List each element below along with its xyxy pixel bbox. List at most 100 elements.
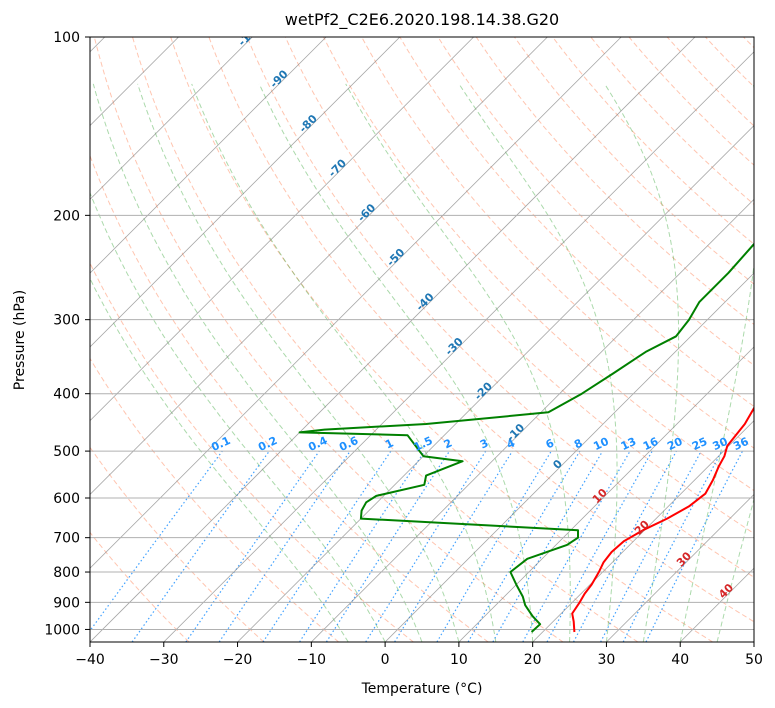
isotherm-label: 10 xyxy=(590,486,610,506)
isotherm-label: -60 xyxy=(355,201,378,224)
x-axis-label: Temperature (°C) xyxy=(361,681,483,697)
isotherm-line xyxy=(90,37,253,200)
mixing-ratio-label: 10 xyxy=(591,435,611,453)
isotherm-line xyxy=(90,37,327,274)
moist-adiabat-line xyxy=(458,83,618,642)
x-tick-label: 0 xyxy=(381,652,390,668)
y-tick-label: 200 xyxy=(53,208,80,224)
isotherm-line xyxy=(237,124,754,642)
dry-adiabat-line xyxy=(628,37,754,166)
isotherm-line xyxy=(90,37,622,569)
mixing-ratio-label: 2 xyxy=(442,436,454,451)
dry-adiabat-line xyxy=(170,37,713,642)
moist-adiabat-line xyxy=(191,83,497,642)
dry-adiabat-line xyxy=(361,37,754,449)
moist-adiabat-line xyxy=(679,83,754,642)
temperature-profile-line xyxy=(571,406,754,633)
y-tick-label: 1000 xyxy=(44,622,80,638)
dry-adiabat-line xyxy=(552,37,754,245)
isotherm-label: 30 xyxy=(674,549,694,569)
mixing-ratio-line xyxy=(325,450,450,642)
y-tick-label: 900 xyxy=(53,595,80,611)
isotherm-label: -100 xyxy=(236,20,265,49)
mixing-ratio-line xyxy=(185,450,320,642)
dry-adiabat-line xyxy=(246,37,754,578)
isotherm-label: -70 xyxy=(326,156,349,179)
mixing-ratio-label: 16 xyxy=(641,435,661,453)
mixing-ratio-line xyxy=(436,450,552,642)
y-tick-label: 100 xyxy=(53,30,80,46)
moist-adiabat-line xyxy=(604,83,680,642)
mixing-ratio-line xyxy=(645,450,744,642)
dry-adiabat-line xyxy=(437,37,754,366)
dry-adiabat-line xyxy=(513,37,754,285)
x-tick-label: 10 xyxy=(450,652,468,668)
isotherm-label: -40 xyxy=(413,290,436,313)
x-tick-label: 40 xyxy=(671,652,689,668)
dry-adiabat-line xyxy=(399,37,754,408)
x-tick-label: −20 xyxy=(223,652,253,668)
moist-adiabat-line xyxy=(92,83,423,642)
isotherm-line xyxy=(532,420,754,642)
plot-frame xyxy=(89,36,755,643)
dry-adiabat-line xyxy=(90,357,339,642)
isotherm-line xyxy=(384,272,754,642)
moist-adiabat-line xyxy=(90,277,349,642)
isotherm-line xyxy=(753,641,754,642)
y-tick-label: 400 xyxy=(53,387,80,403)
mixing-ratio-line xyxy=(572,450,677,642)
x-tick-label: −10 xyxy=(297,652,327,668)
mixing-ratio-line xyxy=(622,450,723,642)
dry-adiabat-line xyxy=(90,154,489,642)
isotherm-label: -50 xyxy=(384,246,407,269)
mixing-ratio-label: 25 xyxy=(690,435,709,453)
moist-adiabat-line xyxy=(137,83,460,642)
mixing-ratio-line xyxy=(262,450,392,642)
y-tick-label: 300 xyxy=(53,313,80,329)
dry-adiabat-line xyxy=(90,446,265,642)
isotherm-line xyxy=(90,37,696,642)
dry-adiabat-line xyxy=(132,37,639,642)
mixing-ratio-line xyxy=(299,450,426,642)
isotherm-line xyxy=(311,198,754,642)
mixing-ratio-line xyxy=(600,450,702,642)
isotherm-line xyxy=(606,493,754,642)
isotherm-label: -20 xyxy=(472,379,495,402)
moist-adiabat-line xyxy=(716,497,754,642)
x-tick-label: −30 xyxy=(149,652,179,668)
mixing-ratio-label: 1 xyxy=(383,436,395,451)
mixing-ratio-line xyxy=(131,450,270,642)
isotherm-label: -90 xyxy=(267,67,290,90)
isotherm-label: 40 xyxy=(716,581,736,601)
dry-adiabat-line xyxy=(323,37,754,492)
y-tick-label: 600 xyxy=(53,491,80,507)
dry-adiabat-line xyxy=(208,37,754,623)
dry-adiabat-line xyxy=(743,37,754,49)
isotherm-label: -80 xyxy=(297,112,320,135)
mixing-ratio-line xyxy=(90,450,223,632)
mixing-ratio-label: 20 xyxy=(665,435,685,453)
y-tick-label: 700 xyxy=(53,531,80,547)
x-tick-label: 20 xyxy=(524,652,542,668)
mixing-ratio-label: 6 xyxy=(544,436,557,451)
mixing-ratio-label: 30 xyxy=(711,435,731,453)
isotherm-line xyxy=(90,37,401,348)
mixing-ratio-line xyxy=(394,450,513,642)
moist-adiabat-line xyxy=(345,83,571,642)
y-axis-label: Pressure (hPa) xyxy=(12,290,28,390)
mixing-ratio-label: 13 xyxy=(619,435,638,453)
isotherm-line xyxy=(163,51,754,642)
mixing-ratio-line xyxy=(546,450,653,642)
isotherm-line xyxy=(458,346,754,642)
dry-adiabat-line xyxy=(90,531,190,642)
mixing-ratio-label: 36 xyxy=(731,435,751,453)
isotherm-line xyxy=(679,567,754,642)
isotherm-label: -30 xyxy=(443,335,466,358)
dry-adiabat-line xyxy=(90,262,414,642)
x-tick-label: 30 xyxy=(598,652,616,668)
x-tick-label: 50 xyxy=(745,652,763,668)
y-tick-label: 500 xyxy=(53,444,80,460)
isotherm-line xyxy=(90,37,548,496)
mixing-ratio-line xyxy=(218,450,351,642)
